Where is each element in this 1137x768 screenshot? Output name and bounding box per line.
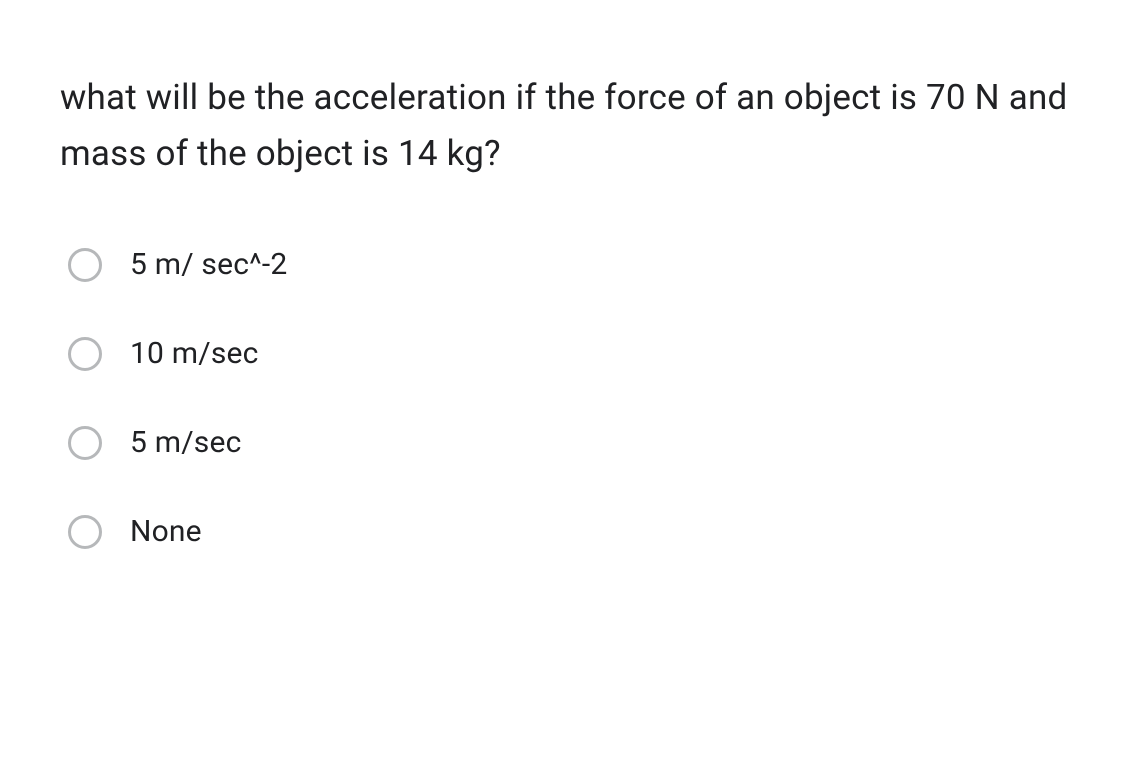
- option-label: None: [130, 514, 202, 549]
- question-text: what will be the acceleration if the for…: [60, 70, 1077, 182]
- radio-icon: [68, 248, 102, 282]
- option-0[interactable]: 5 m/ sec^-2: [68, 247, 1077, 282]
- radio-icon: [68, 426, 102, 460]
- options-list: 5 m/ sec^-2 10 m/sec 5 m/sec None: [60, 247, 1077, 549]
- radio-icon: [68, 515, 102, 549]
- option-label: 5 m/ sec^-2: [130, 247, 287, 282]
- option-3[interactable]: None: [68, 514, 1077, 549]
- radio-icon: [68, 337, 102, 371]
- quiz-container: what will be the acceleration if the for…: [0, 0, 1137, 549]
- option-label: 5 m/sec: [130, 425, 241, 460]
- option-label: 10 m/sec: [130, 336, 259, 371]
- option-2[interactable]: 5 m/sec: [68, 425, 1077, 460]
- option-1[interactable]: 10 m/sec: [68, 336, 1077, 371]
